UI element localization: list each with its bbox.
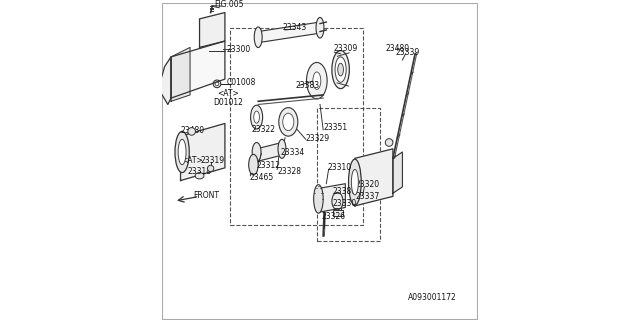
- Text: 23319: 23319: [200, 156, 224, 165]
- Text: 23383: 23383: [296, 81, 320, 90]
- Text: 23343: 23343: [283, 23, 307, 32]
- Ellipse shape: [332, 51, 349, 89]
- Polygon shape: [319, 184, 346, 212]
- Ellipse shape: [253, 111, 259, 123]
- Ellipse shape: [254, 27, 262, 48]
- Text: 23339: 23339: [396, 48, 420, 57]
- Text: 23309: 23309: [333, 44, 358, 53]
- Ellipse shape: [314, 185, 323, 213]
- Text: 23480: 23480: [385, 44, 410, 53]
- Polygon shape: [258, 22, 320, 43]
- Bar: [333, 210, 342, 216]
- Polygon shape: [200, 12, 225, 47]
- Text: C01008: C01008: [227, 78, 256, 87]
- Text: 23328: 23328: [278, 167, 301, 176]
- Polygon shape: [171, 47, 190, 101]
- Text: 23465: 23465: [250, 172, 274, 181]
- Text: 23329: 23329: [305, 134, 329, 143]
- Text: <AT>: <AT>: [181, 156, 203, 165]
- Ellipse shape: [178, 139, 186, 165]
- Polygon shape: [180, 124, 225, 180]
- Text: 23480: 23480: [180, 126, 205, 135]
- Circle shape: [188, 128, 195, 135]
- Text: 23300: 23300: [227, 45, 251, 54]
- Ellipse shape: [335, 57, 346, 82]
- Bar: [230, 28, 363, 225]
- Ellipse shape: [251, 105, 262, 129]
- Ellipse shape: [195, 172, 204, 179]
- Text: FRONT: FRONT: [193, 191, 220, 200]
- Ellipse shape: [249, 154, 258, 175]
- Ellipse shape: [338, 63, 344, 76]
- Ellipse shape: [316, 18, 324, 38]
- Circle shape: [385, 139, 393, 146]
- Ellipse shape: [252, 142, 261, 162]
- Text: A093001172: A093001172: [408, 293, 457, 302]
- Text: FIG.005: FIG.005: [214, 0, 243, 9]
- Polygon shape: [171, 41, 225, 98]
- Text: <AT>: <AT>: [217, 89, 239, 98]
- Circle shape: [207, 165, 214, 172]
- Polygon shape: [355, 149, 393, 206]
- Text: 23320: 23320: [355, 180, 380, 189]
- Bar: [317, 108, 380, 241]
- Ellipse shape: [332, 192, 343, 210]
- Polygon shape: [257, 142, 282, 162]
- Text: 23322: 23322: [252, 125, 276, 134]
- Text: 23326: 23326: [321, 212, 346, 221]
- Text: 23386: 23386: [333, 188, 357, 196]
- Ellipse shape: [278, 139, 286, 158]
- Text: 23318: 23318: [188, 167, 211, 176]
- Ellipse shape: [349, 159, 361, 205]
- Ellipse shape: [279, 108, 298, 136]
- Ellipse shape: [175, 132, 189, 172]
- Polygon shape: [158, 57, 171, 104]
- Ellipse shape: [283, 113, 294, 131]
- Text: 23330: 23330: [333, 199, 357, 208]
- Text: 23334: 23334: [280, 148, 304, 157]
- Text: 23337: 23337: [355, 192, 380, 201]
- Text: D01012: D01012: [213, 98, 243, 108]
- Text: 23310: 23310: [328, 163, 352, 172]
- Ellipse shape: [307, 62, 327, 99]
- Text: 23312: 23312: [257, 161, 281, 170]
- Polygon shape: [393, 152, 403, 193]
- Ellipse shape: [351, 169, 358, 195]
- Text: 23351: 23351: [323, 123, 348, 132]
- Ellipse shape: [313, 72, 321, 89]
